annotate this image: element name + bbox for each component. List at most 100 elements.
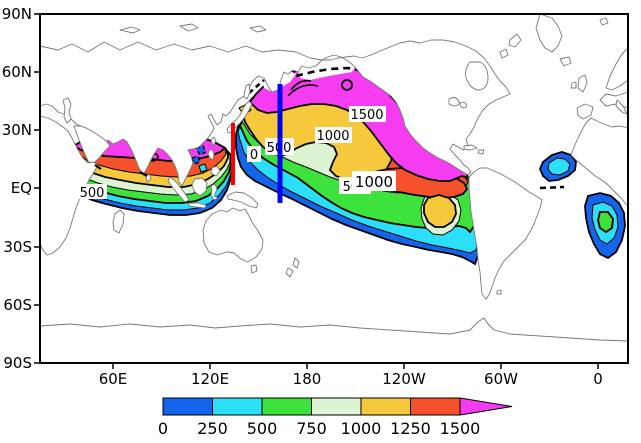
india-tip-dash — [139, 171, 148, 177]
coastline-italy — [615, 99, 628, 115]
great-lakes-1 — [448, 97, 460, 107]
contour-label-1000-north: 1000 — [315, 127, 352, 144]
colorbar-swatch-500-750 — [261, 397, 312, 416]
x-ticks — [112, 363, 599, 369]
x-tick-label: 60W — [484, 370, 518, 388]
coastline-arabia — [73, 125, 111, 165]
colorbar-tick-label: 1250 — [390, 419, 431, 438]
coastline-cuba — [463, 144, 478, 151]
x-tick-label: 120W — [382, 370, 426, 388]
contour-label-1500: 1500 — [349, 106, 386, 123]
contour-label-0: 0 — [247, 146, 261, 163]
contour-label-text: 0 — [250, 148, 258, 163]
label-box — [77, 184, 107, 199]
coastline-ireland — [570, 81, 577, 89]
coastal-dash-accents — [94, 164, 148, 177]
label-box — [352, 171, 396, 191]
coastline-africa-right — [570, 117, 629, 207]
colorbar-tick-label: 750 — [296, 419, 327, 438]
coastline-falklands — [496, 289, 502, 295]
y-tick-label: 60N — [2, 63, 32, 81]
coastline-europe-right — [599, 91, 629, 109]
coastline-sumatra — [167, 176, 190, 203]
colorbar-swatch-250-500 — [212, 397, 263, 416]
coastline-java — [188, 202, 207, 209]
colorbar-tick-label: 1000 — [341, 419, 382, 438]
arctic-island-2 — [179, 23, 199, 32]
coastline-south-america — [468, 167, 543, 300]
horn-of-africa-dash — [94, 164, 102, 170]
coastline-luzon — [207, 148, 215, 161]
x-tick-label: 120E — [191, 370, 229, 388]
arctic-island-3 — [249, 25, 267, 33]
kuril-boundary-dashes — [248, 79, 265, 94]
coastline-labrador-isle — [499, 48, 509, 59]
atl-equator-dashes — [539, 185, 565, 190]
coastline-newguinea — [226, 191, 259, 209]
pacific-fill-1000-1250-se — [423, 194, 457, 228]
x-tick-label: 0 — [593, 370, 603, 388]
colorbar-tick-label: 500 — [247, 419, 278, 438]
coastline-srilanka — [145, 173, 152, 183]
natl-fill-250-500 — [547, 157, 571, 176]
y-tick-label: EQ — [11, 179, 32, 197]
coastlines — [39, 13, 629, 342]
arctic-island-1 — [119, 26, 141, 34]
coastline-tasmania — [250, 264, 258, 274]
caspian-sea — [62, 97, 72, 124]
y-ticks — [34, 13, 40, 364]
coastline-scandinavia — [605, 47, 629, 91]
coastline-borneo — [191, 177, 208, 197]
scs-contour-fills — [191, 145, 208, 173]
colorbar-tick-label: 1500 — [440, 419, 481, 438]
coastline-nz-north — [292, 257, 300, 269]
great-lakes-2 — [459, 101, 468, 109]
coastline-madagascar — [112, 209, 125, 234]
y-tick-label: 90S — [3, 354, 32, 372]
closed-1500-contour-circle — [341, 79, 353, 91]
coastline-north-america — [321, 39, 511, 176]
satl-fill-500-750 — [597, 211, 614, 234]
axes: 90N 60N 30N EQ 30S 60S 90S 60E 120E 180 … — [2, 5, 629, 388]
coastline-eurasia — [39, 41, 323, 187]
coastline-baffin — [508, 33, 522, 48]
scs-fill-blue-2 — [191, 155, 201, 165]
contour-label-text: 1000 — [355, 173, 393, 191]
okhotsk-contour-arc-2 — [287, 84, 319, 97]
y-tick-labels: 90N 60N 30N EQ 30S 60S 90S — [2, 5, 32, 372]
coastline-africa-left — [39, 115, 99, 256]
scs-fill-cyan — [198, 163, 208, 173]
colorbar-tick-label: 250 — [197, 419, 228, 438]
coastline-iceland — [559, 56, 572, 67]
okhotsk-contour-arc-1 — [290, 79, 312, 91]
y-tick-label: 30S — [3, 238, 32, 256]
contour-label-text: 500 — [80, 186, 105, 201]
coastline-nz-south — [285, 267, 294, 278]
hudson-bay — [465, 61, 489, 91]
colorbar-over-arrow — [459, 397, 513, 416]
coastline-sakhalin — [243, 83, 251, 100]
coastline-uk — [577, 74, 588, 93]
x-tick-label: 60E — [99, 370, 128, 388]
coastline-svalbard — [599, 17, 609, 26]
y-tick-label: 90N — [2, 5, 32, 23]
contour-label-500-indian: 500 — [77, 184, 107, 201]
contour-label-text: 1500 — [350, 108, 383, 123]
label-box — [247, 146, 261, 162]
label-box — [349, 106, 386, 122]
y-tick-label: 30N — [2, 121, 32, 139]
colorbar-tick-label: 0 — [158, 419, 168, 438]
contour-labels: 1500 1000 500 0 500 1000 500 — [77, 106, 396, 201]
scs-fill-blue-1 — [194, 145, 207, 156]
contour-label-1000-south: 1000 — [352, 171, 396, 191]
x-tick-label: 180 — [293, 370, 322, 388]
x-tick-labels: 60E 120E 180 120W 60W 0 — [99, 370, 603, 388]
coastline-hispaniola — [477, 149, 485, 155]
coastline-mindanao — [210, 165, 221, 177]
colorbar: 0 250 500 750 1000 1250 1500 — [158, 397, 513, 438]
coastline-iberia — [576, 103, 594, 120]
colorbar-labels: 0 250 500 750 1000 1250 1500 — [158, 419, 480, 438]
colorbar-swatch-0-250 — [162, 397, 213, 416]
